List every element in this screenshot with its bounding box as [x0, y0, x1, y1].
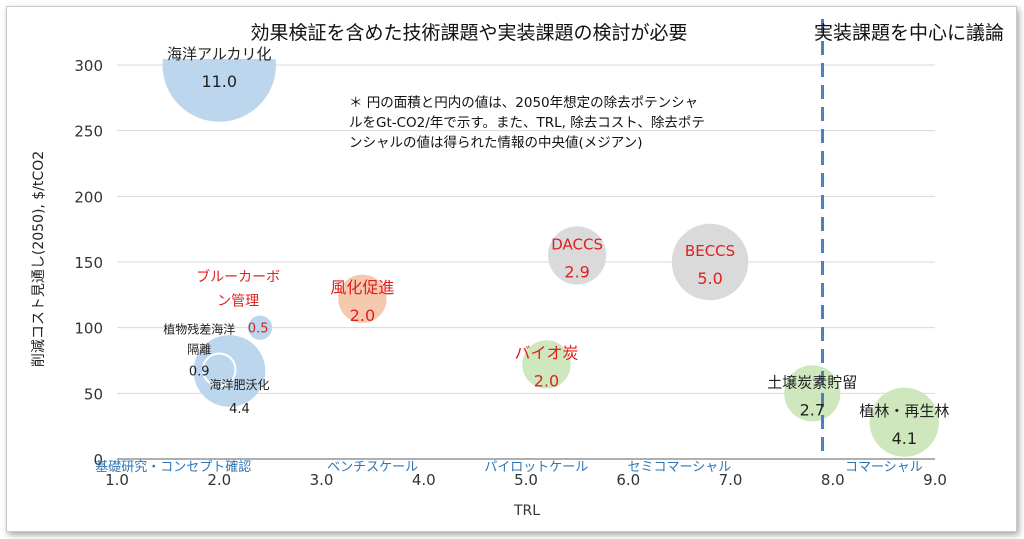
y-tick-label: 300 — [74, 57, 103, 75]
x-tick-label: 3.0 — [310, 471, 334, 489]
stage-label: 基礎研究・コンセプト確認 — [95, 459, 251, 475]
y-tick-label: 100 — [74, 320, 103, 338]
bubble-name-label: BECCS — [685, 242, 735, 260]
bubble — [869, 387, 939, 457]
bubble — [671, 223, 749, 301]
note-text: ＊ 円の面積と円内の値は、2050年想定の除去ポテンシャルをGt-CO2/年で示… — [349, 95, 705, 151]
bubble-value-label: 2.0 — [534, 371, 559, 390]
bubble-chart: 0 50 100 150 200 250 300 1.0 2.0 3.0 4.0 5.0 6.0 7.0 8… — [30, 19, 1004, 519]
bubble-value-label: 0.9 — [189, 365, 210, 380]
stage-label: パイロットケール — [484, 460, 588, 475]
bubble-value-label: 11.0 — [201, 72, 237, 91]
bubble-value-label: 4.1 — [892, 429, 917, 448]
bubble-name-label: 海洋アルカリ化 — [167, 45, 271, 63]
bubble-name-label: DACCS — [551, 235, 603, 253]
bubble-value-label: 2.7 — [800, 400, 825, 419]
bubble — [548, 226, 607, 285]
stage-label: セミコマーシャル — [628, 460, 732, 475]
bubble — [202, 352, 237, 387]
x-tick-label: 2.0 — [207, 471, 231, 489]
x-tick-label: 8.0 — [821, 471, 845, 489]
axes: 0 50 100 150 200 250 300 1.0 2.0 3.0 4.0 5.0 6.0 7.0 8… — [74, 19, 947, 489]
stage-label: ベンチスケール — [327, 460, 418, 475]
bubble — [784, 365, 841, 422]
bubble-value-label: 4.4 — [229, 402, 250, 417]
bubble-layer — [162, 59, 939, 457]
bubble-value-label: 2.0 — [350, 306, 375, 325]
note-line: ルをGt-CO2/年で示す。また、TRL, 除去コスト、除去ポテ — [349, 115, 705, 131]
bubble-value-label: 2.9 — [564, 262, 589, 281]
bubble-name-label: 隔離 — [187, 343, 211, 357]
bubble-name-label: 風化促進 — [330, 278, 394, 297]
y-tick-label: 50 — [84, 385, 103, 403]
bubble — [162, 59, 276, 122]
note-line: ンシャルの値は得られた情報の中央値(メジアン) — [349, 134, 643, 151]
bubble — [248, 315, 273, 340]
note-line: ＊ 円の面積と円内の値は、2050年想定の除去ポテンシャ — [349, 95, 698, 111]
y-tick-label: 0 — [93, 451, 103, 469]
bubble-value-label: 0.5 — [248, 322, 269, 337]
bubble-name-label: 植物残差海洋 — [163, 322, 235, 337]
bubble-name-label: ン管理 — [217, 294, 259, 310]
header-right: 実装課題を中心に議論 — [814, 22, 1004, 44]
bubble-name-label: 土壌炭素貯留 — [767, 373, 857, 391]
bubble-name-label: ブルーカーボ — [196, 269, 280, 286]
x-tick-label: 5.0 — [514, 471, 538, 489]
y-tick-label: 200 — [74, 188, 103, 206]
x-axis-label: TRL — [513, 503, 540, 519]
bubble-value-label: 5.0 — [697, 269, 722, 288]
x-tick-label: 6.0 — [616, 471, 640, 489]
y-axis-label: 削減コスト見通し(2050), $/tCO2 — [30, 151, 47, 367]
chart-frame: 0 50 100 150 200 250 300 1.0 2.0 3.0 4.0 5.0 6.0 7.0 8… — [6, 6, 1017, 532]
header-left: 効果検証を含めた技術課題や実装課題の検討が必要 — [250, 22, 687, 44]
x-tick-label: 4.0 — [412, 471, 436, 489]
y-tick-label: 250 — [74, 123, 103, 141]
bubble — [522, 340, 571, 389]
bubble-name-label: 植林・再生林 — [859, 402, 949, 420]
x-tick-label: 1.0 — [105, 471, 129, 489]
y-tick-label: 150 — [74, 254, 103, 272]
bubble — [338, 274, 387, 323]
x-tick-label: 7.0 — [719, 471, 743, 489]
x-tick-label: 9.0 — [923, 471, 947, 489]
stage-label: コマーシャル — [845, 460, 923, 475]
bubble-name-label: バイオ炭 — [514, 343, 578, 362]
bubble-name-label: 海洋肥沃化 — [209, 377, 269, 392]
